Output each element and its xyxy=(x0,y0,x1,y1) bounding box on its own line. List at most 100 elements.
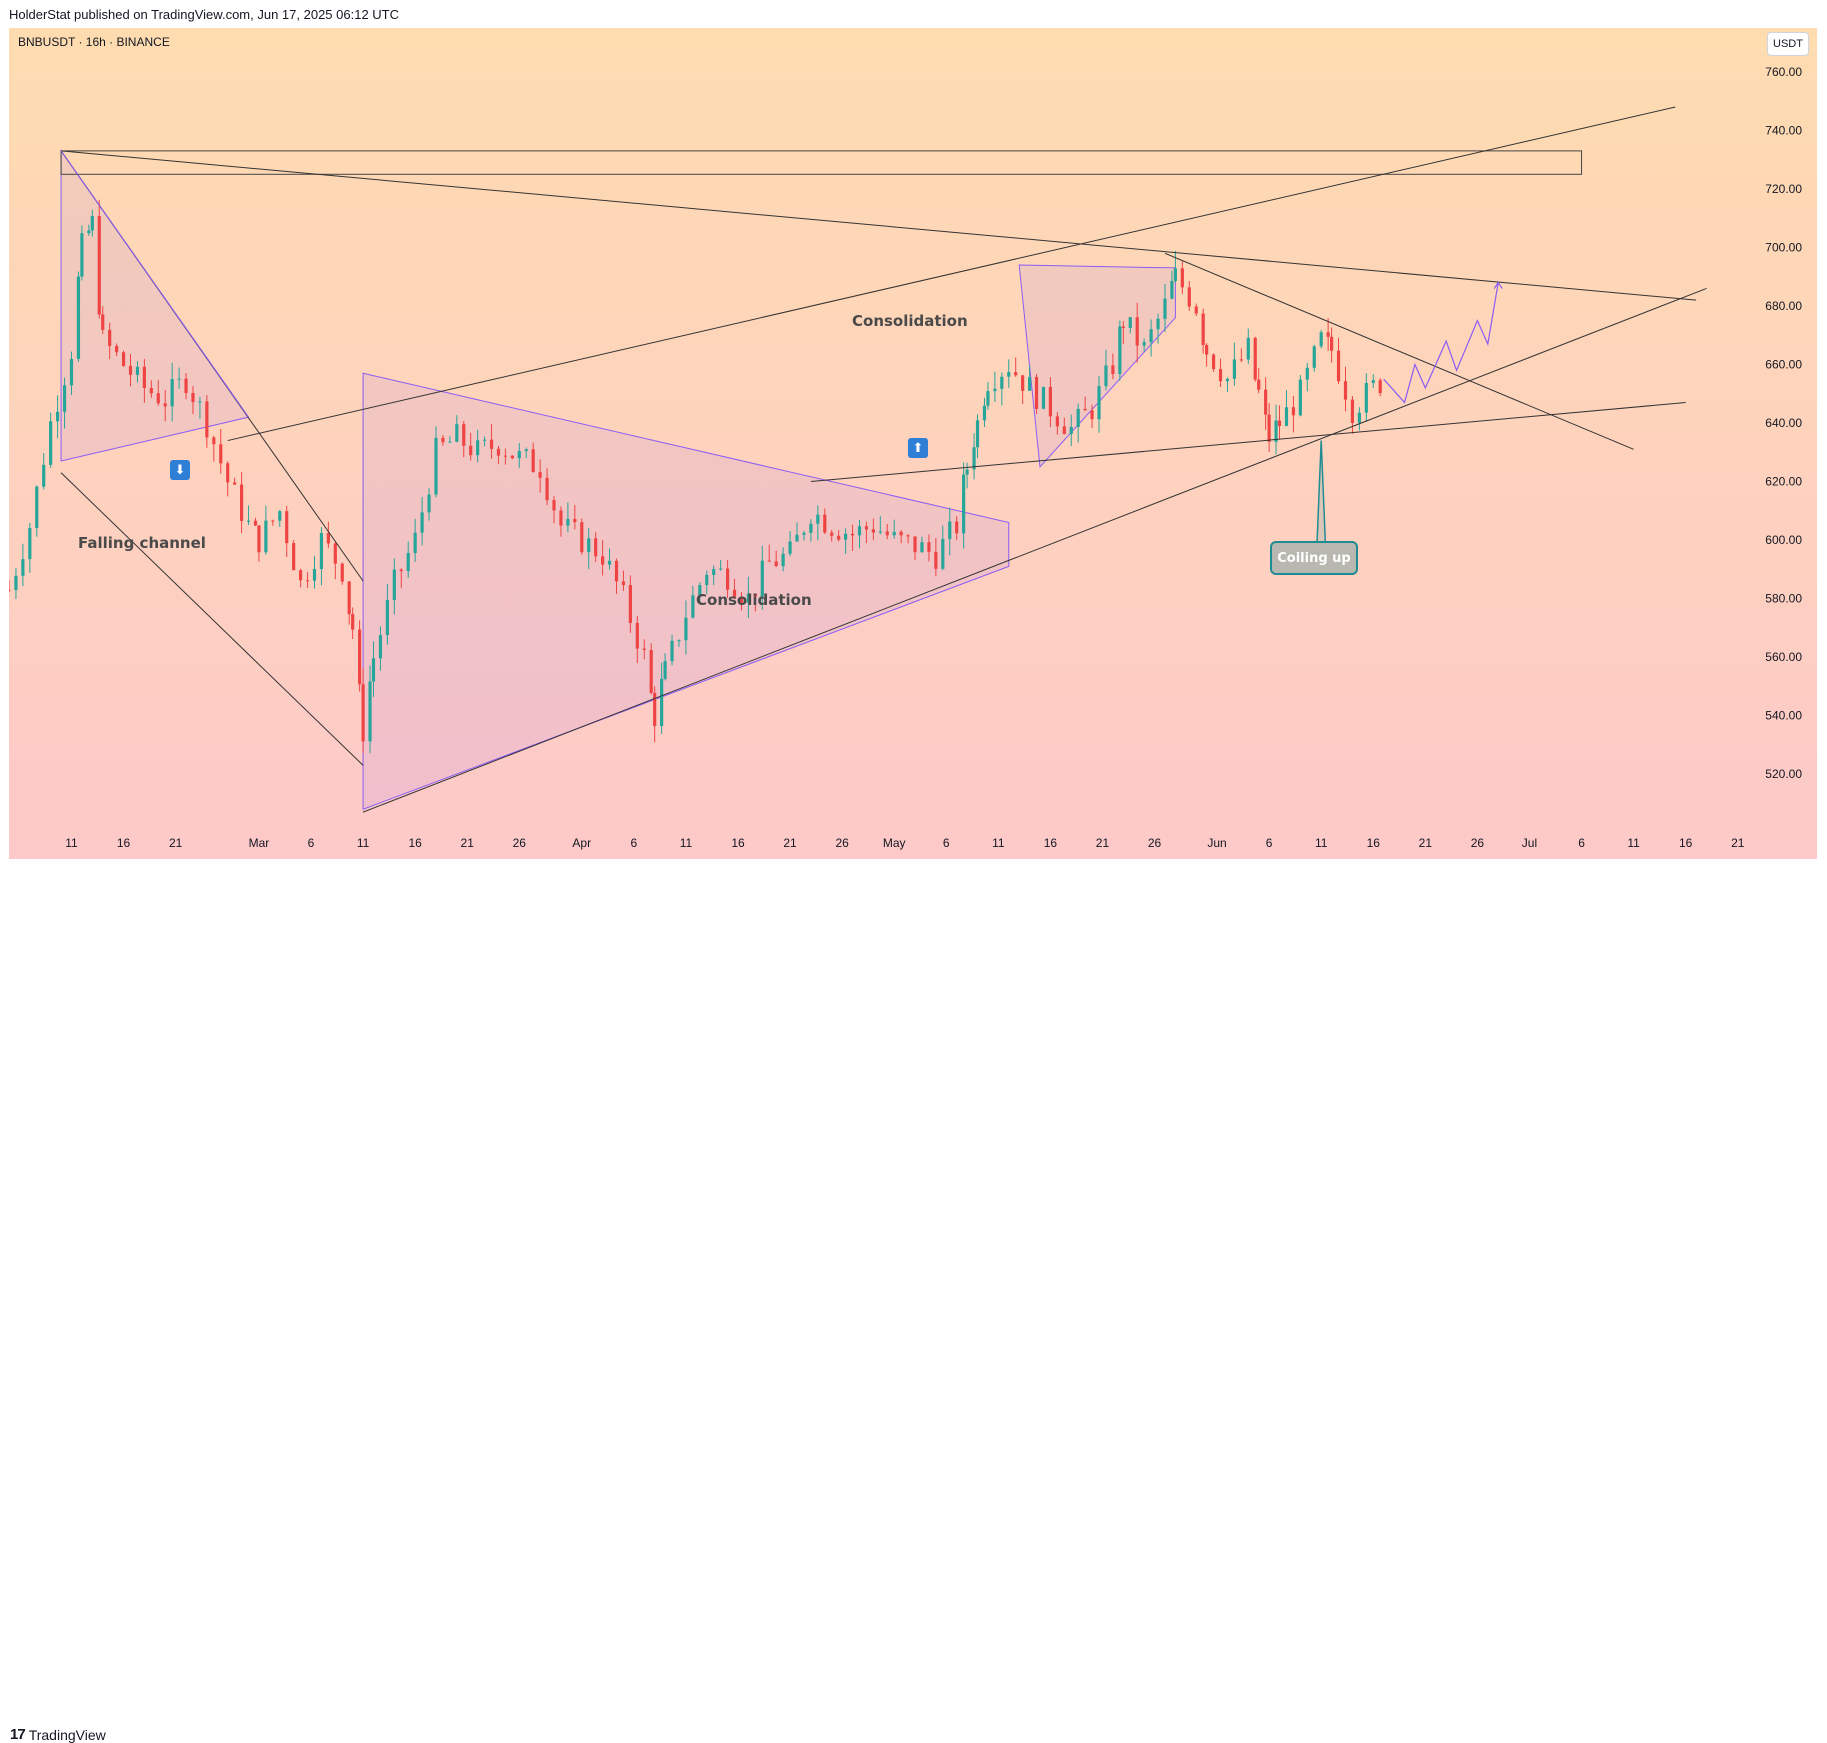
candle-body xyxy=(135,366,140,375)
candle-body xyxy=(538,472,542,478)
candle-body xyxy=(802,532,806,535)
candle-body xyxy=(219,444,223,464)
candle-body xyxy=(1021,375,1025,391)
candle-body xyxy=(1257,379,1261,390)
currency-button[interactable]: USDT xyxy=(1767,32,1809,56)
x-tick-label: 16 xyxy=(117,836,131,850)
candle-body xyxy=(517,451,521,459)
resistance-zone xyxy=(60,150,1583,175)
tradingview-logo[interactable]: 17 TradingView xyxy=(10,1726,106,1743)
chart-area[interactable]: Falling channel Consolidation Consolidat… xyxy=(9,28,1817,859)
y-tick-label: 660.00 xyxy=(1765,357,1802,371)
candle-body xyxy=(108,329,112,346)
candle-body xyxy=(594,538,598,557)
candle-body xyxy=(621,581,626,586)
candle-body xyxy=(170,379,174,407)
candle-body xyxy=(531,449,535,473)
projected-path xyxy=(1383,282,1499,404)
candle-body xyxy=(1225,378,1230,382)
candle-body xyxy=(1048,386,1053,417)
candle-body xyxy=(767,560,771,562)
candle-body xyxy=(899,531,903,536)
candle-body xyxy=(1027,377,1032,391)
candle-body xyxy=(469,445,473,456)
candle-body xyxy=(246,520,251,522)
candle-body xyxy=(587,538,591,553)
candle-body xyxy=(1291,407,1296,416)
candle-body xyxy=(35,486,39,529)
candle-body xyxy=(128,365,133,375)
candle-body xyxy=(986,391,990,406)
candle-body xyxy=(87,230,91,234)
candle-body xyxy=(413,532,417,554)
candle-body xyxy=(233,482,237,485)
candle-body xyxy=(580,522,584,553)
candle-body xyxy=(972,447,976,470)
y-tick-label: 640.00 xyxy=(1765,416,1802,430)
candle-body xyxy=(739,597,744,603)
candles-layer xyxy=(9,199,1382,754)
candle-body xyxy=(76,276,81,359)
candle-body xyxy=(455,424,459,442)
candle-body xyxy=(823,514,827,533)
candle-body xyxy=(830,532,834,536)
candle-body xyxy=(361,684,365,742)
candle-body xyxy=(760,560,764,597)
candle-body xyxy=(292,543,296,571)
candle-body xyxy=(725,568,730,590)
candle-body xyxy=(385,599,389,636)
descending-resistance-trendline xyxy=(1164,252,1634,450)
x-tick-label: 21 xyxy=(461,836,475,850)
candle-body xyxy=(746,593,751,603)
falling-channel-lower xyxy=(60,472,364,766)
candle-body xyxy=(1218,369,1223,382)
candle-body xyxy=(69,358,74,386)
candle-body xyxy=(56,411,60,422)
y-tick-label: 560.00 xyxy=(1765,650,1802,664)
x-tick-label: Apr xyxy=(572,836,591,850)
candle-body xyxy=(1128,317,1132,328)
candle-body xyxy=(14,575,18,591)
x-tick-label: Mar xyxy=(249,836,270,850)
candle-body xyxy=(1336,350,1341,382)
candle-body xyxy=(333,543,337,564)
candle-body xyxy=(1298,379,1302,416)
candle-body xyxy=(177,378,181,380)
candle-body xyxy=(142,366,146,389)
candle-body xyxy=(850,533,855,536)
x-tick-label: 11 xyxy=(992,836,1005,850)
x-tick-label: 16 xyxy=(408,836,422,850)
candle-body xyxy=(965,469,969,475)
candle-body xyxy=(1163,298,1167,319)
candle-body xyxy=(1076,408,1080,427)
candle-body xyxy=(1371,380,1375,383)
x-tick-label: 11 xyxy=(680,836,693,850)
candle-body xyxy=(837,535,841,540)
candle-body xyxy=(312,569,317,581)
price-chart[interactable]: Falling channel Consolidation Consolidat… xyxy=(9,28,1817,859)
candle-body xyxy=(816,514,820,524)
y-tick-label: 540.00 xyxy=(1765,709,1802,723)
candle-body xyxy=(434,437,438,495)
candle-body xyxy=(462,424,466,446)
candle-body xyxy=(9,589,11,591)
candle-body xyxy=(684,617,688,641)
candle-body xyxy=(115,345,119,353)
candle-body xyxy=(1264,389,1268,415)
publish-info: HolderStat published on TradingView.com,… xyxy=(9,7,399,22)
candle-body xyxy=(1007,372,1011,377)
candle-body xyxy=(1319,332,1323,347)
candle-body xyxy=(1343,381,1348,400)
candle-body xyxy=(1305,367,1309,380)
candle-body xyxy=(857,526,862,536)
candle-body xyxy=(503,455,508,457)
candle-body xyxy=(406,553,410,572)
wedge-edge xyxy=(60,150,249,418)
x-tick-label: 11 xyxy=(1315,836,1328,850)
x-tick-label: 21 xyxy=(169,836,183,850)
x-tick-label: 11 xyxy=(1627,836,1640,850)
x-tick-label: Jun xyxy=(1207,836,1226,850)
candle-body xyxy=(545,477,549,501)
candle-body xyxy=(955,521,959,534)
y-tick-label: 700.00 xyxy=(1765,240,1802,254)
